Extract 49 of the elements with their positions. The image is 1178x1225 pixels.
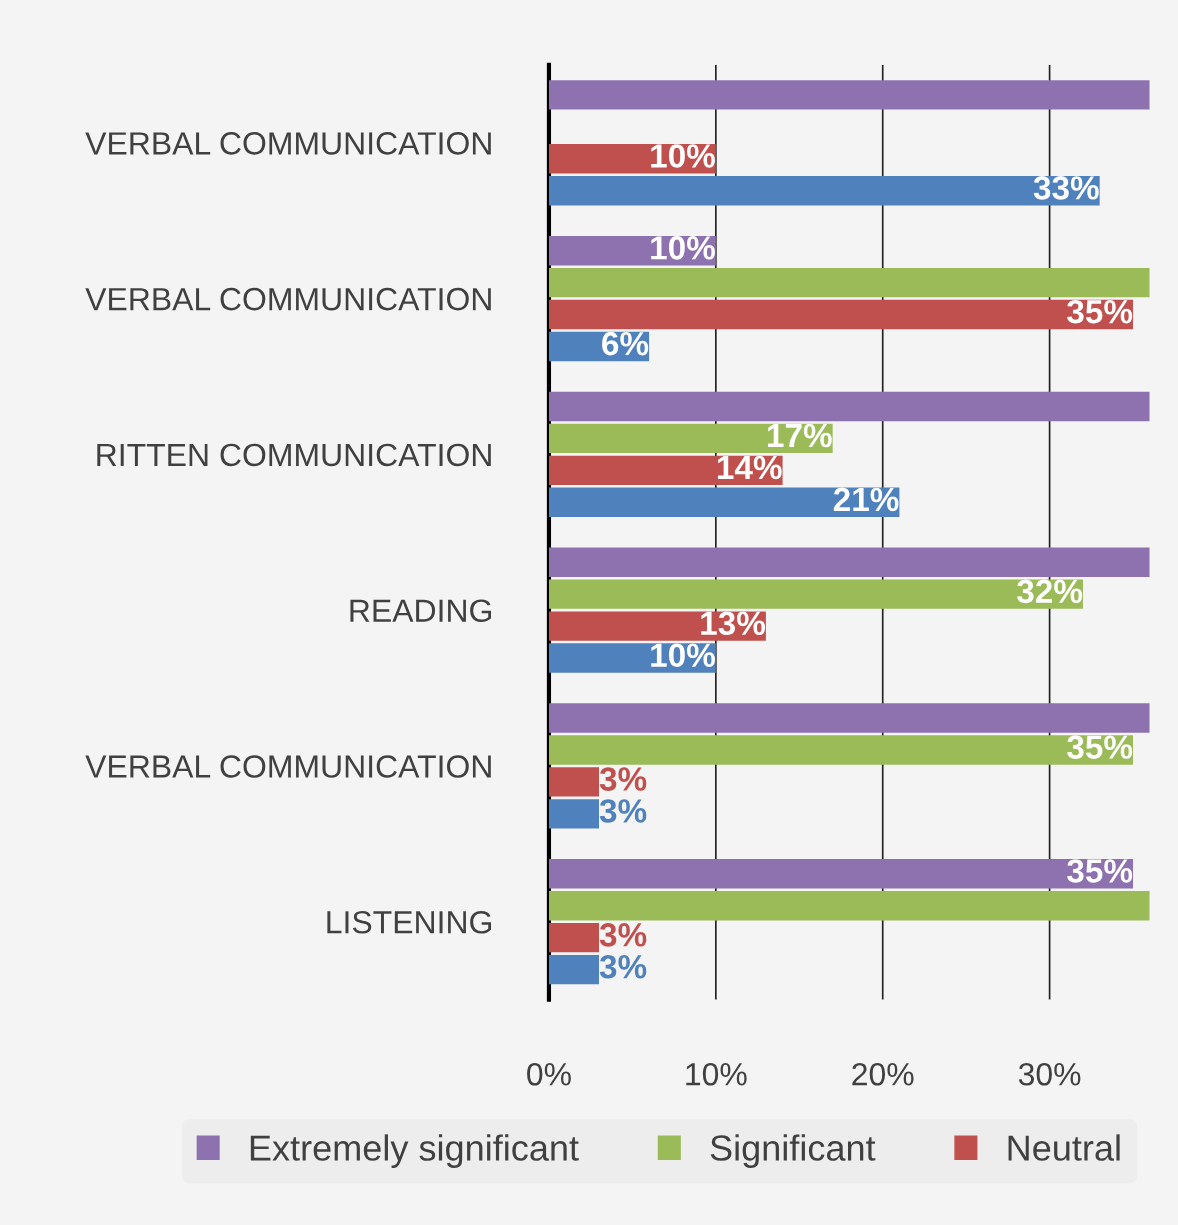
y-tick-label: READING — [350, 599, 491, 623]
bar — [548, 80, 1150, 110]
data-label: 17% — [768, 423, 832, 448]
legend-label: Neutral — [1008, 1134, 1120, 1161]
y-tick-label: VERBAL COMMUNICATION — [85, 287, 491, 311]
bar — [548, 954, 600, 985]
data-label: 21% — [833, 487, 899, 512]
y-tick-label: VERBAL COMMUNICATION — [85, 755, 491, 778]
x-tick-label: 10% — [686, 1062, 747, 1086]
bar — [548, 423, 833, 454]
bar — [548, 611, 766, 641]
bar — [548, 299, 1134, 330]
legend-label: Extremely significant — [250, 1134, 579, 1168]
bar — [548, 922, 600, 953]
data-label: 32% — [1017, 579, 1083, 604]
bar — [548, 735, 1134, 765]
x-tick-label: 30% — [1018, 1062, 1081, 1086]
x-tick-label: 0% — [527, 1062, 571, 1086]
bar — [548, 267, 1150, 298]
bar — [548, 703, 1150, 733]
y-tick-label: VERBAL COMMUNICATION — [85, 132, 491, 155]
data-label: 35% — [1067, 735, 1133, 759]
data-label: 3% — [599, 923, 647, 947]
bar — [548, 859, 1134, 889]
bar — [548, 455, 783, 486]
bar — [548, 176, 1100, 206]
data-label: 3% — [599, 954, 647, 979]
x-tick-label: 20% — [852, 1062, 914, 1086]
data-label: 10% — [651, 236, 715, 260]
data-label: 35% — [1067, 299, 1133, 324]
data-label: 33% — [1033, 176, 1099, 200]
data-label: 13% — [701, 611, 766, 636]
data-label: 10% — [651, 144, 715, 168]
bar — [548, 391, 1150, 422]
y-tick-label: LISTENING — [327, 910, 492, 934]
data-label: 35% — [1067, 859, 1133, 883]
data-label: 6% — [602, 331, 649, 356]
legend-label: Significant — [710, 1134, 876, 1168]
data-label: 3% — [599, 799, 647, 823]
bar — [548, 799, 600, 829]
bar — [548, 547, 1150, 577]
bar — [548, 767, 600, 797]
bar — [548, 487, 900, 517]
bar — [548, 579, 1083, 609]
y-tick-label: RITTEN COMMUNICATION — [97, 443, 491, 467]
data-label: 3% — [599, 767, 647, 791]
bar — [548, 891, 1150, 921]
data-label: 14% — [717, 455, 782, 480]
data-label: 10% — [651, 643, 715, 667]
